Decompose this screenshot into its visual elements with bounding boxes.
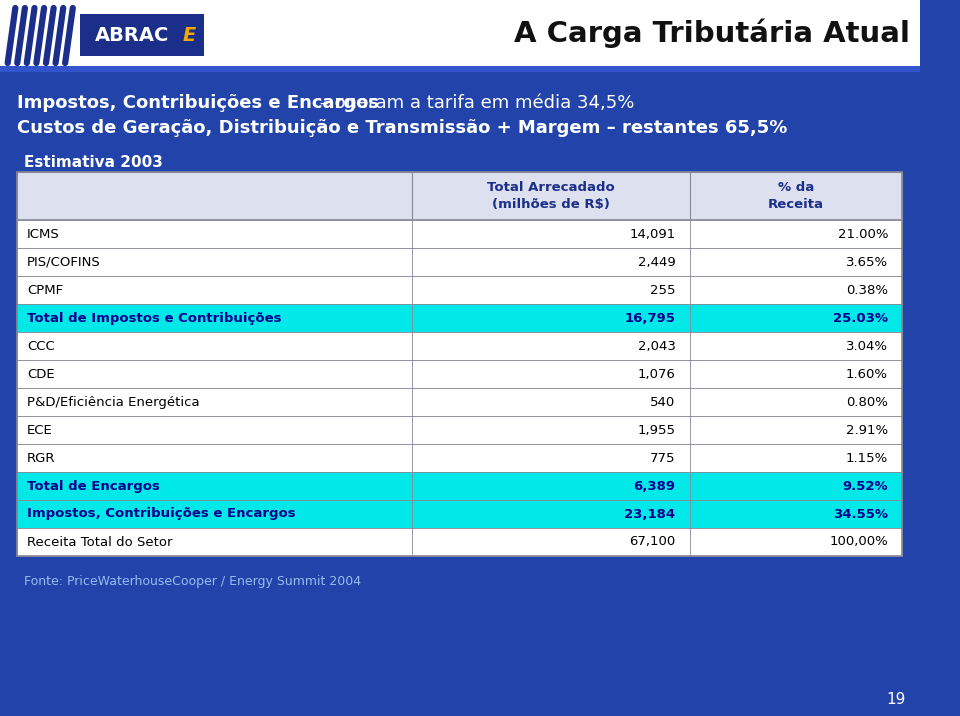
Text: 19: 19 [886,692,905,707]
Text: 6,389: 6,389 [634,480,676,493]
Text: ICMS: ICMS [27,228,60,241]
Text: Impostos, Contribuições e Encargos: Impostos, Contribuições e Encargos [27,508,296,521]
Bar [17,220,902,248]
Bar [17,472,902,500]
Text: 23,184: 23,184 [624,508,676,521]
Text: 67,100: 67,100 [629,536,676,548]
Text: ABRAC: ABRAC [95,26,169,44]
Text: 1,955: 1,955 [637,423,676,437]
Bar [17,388,902,416]
Bar [17,416,902,444]
Bar [80,14,204,56]
Text: 9.52%: 9.52% [843,480,888,493]
Text: 3.04%: 3.04% [846,339,888,352]
Text: P&D/Eficiência Energética: P&D/Eficiência Energética [27,395,200,409]
Text: 2.91%: 2.91% [846,423,888,437]
Bar [17,304,902,332]
Text: E: E [182,26,196,44]
Bar [17,276,902,304]
Bar [17,304,902,332]
Text: Fonte: PriceWaterhouseCooper / Energy Summit 2004: Fonte: PriceWaterhouseCooper / Energy Su… [24,574,361,588]
Text: RGR: RGR [27,452,56,465]
Text: 14,091: 14,091 [629,228,676,241]
Bar [17,332,902,360]
Bar [17,360,902,388]
Text: Custos de Geração, Distribuição e Transmissão + Margem – restantes 65,5%: Custos de Geração, Distribuição e Transm… [17,119,787,137]
Text: 2,043: 2,043 [637,339,676,352]
Bar [17,388,902,416]
Bar [17,276,902,304]
Text: A Carga Tributária Atual: A Carga Tributária Atual [515,18,910,48]
Text: CCC: CCC [27,339,55,352]
Bar [17,500,902,528]
Text: 34.55%: 34.55% [833,508,888,521]
Text: 0.38%: 0.38% [846,284,888,296]
Bar [17,444,902,472]
Bar [17,248,902,276]
Bar [17,444,902,472]
Text: 775: 775 [650,452,676,465]
Bar [17,416,902,444]
Text: 255: 255 [650,284,676,296]
Text: Total de Encargos: Total de Encargos [27,480,159,493]
Text: 25.03%: 25.03% [833,311,888,324]
Text: 1.15%: 1.15% [846,452,888,465]
Text: % da
Receita: % da Receita [768,181,824,211]
Bar [17,248,902,276]
Text: – oneram a tarifa em média 34,5%: – oneram a tarifa em média 34,5% [314,94,635,112]
Text: ECE: ECE [27,423,53,437]
Bar [17,500,902,528]
Text: 1.60%: 1.60% [846,367,888,380]
Text: 100,00%: 100,00% [829,536,888,548]
Text: CPMF: CPMF [27,284,63,296]
Text: 1,076: 1,076 [637,367,676,380]
Bar [0,0,920,72]
Bar [17,528,902,556]
Bar [0,72,920,716]
Text: Estimativa 2003: Estimativa 2003 [24,155,163,170]
Text: CDE: CDE [27,367,55,380]
Bar [0,66,920,72]
Text: Impostos, Contribuições e Encargos: Impostos, Contribuições e Encargos [17,94,379,112]
Text: 16,795: 16,795 [625,311,676,324]
Text: 3.65%: 3.65% [846,256,888,268]
Text: 2,449: 2,449 [637,256,676,268]
Text: 21.00%: 21.00% [837,228,888,241]
Text: Total Arrecadado
(milhões de R$): Total Arrecadado (milhões de R$) [487,181,614,211]
Text: Receita Total do Setor: Receita Total do Setor [27,536,173,548]
Bar [17,332,902,360]
Bar [17,172,902,220]
Text: PIS/COFINS: PIS/COFINS [27,256,101,268]
Bar [17,472,902,500]
Bar [17,172,902,556]
Bar [17,528,902,556]
Text: 540: 540 [650,395,676,409]
Bar [17,360,902,388]
Text: 0.80%: 0.80% [846,395,888,409]
Text: Total de Impostos e Contribuições: Total de Impostos e Contribuições [27,311,281,324]
Bar [17,220,902,248]
